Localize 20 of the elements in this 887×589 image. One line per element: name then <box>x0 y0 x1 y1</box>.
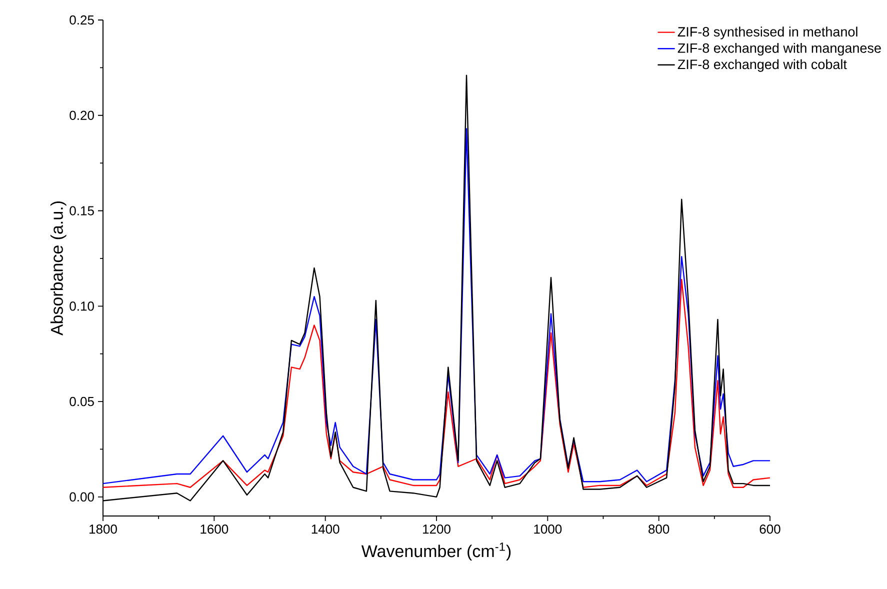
x-tick-label: 1000 <box>534 524 562 534</box>
legend-label: ZIF-8 exchanged with cobalt <box>678 59 847 72</box>
x-tick-label: 1200 <box>423 524 450 534</box>
y-tick-label: 0.10 <box>70 302 94 311</box>
y-tick-label: 0.25 <box>70 15 94 25</box>
y-tick-label: 0.00 <box>70 492 94 502</box>
legend-label: ZIF-8 exchanged with manganese <box>678 42 881 56</box>
line-series <box>103 128 770 484</box>
x-tick-label: 800 <box>648 524 670 534</box>
legend-label: ZIF-8 synthesised in methanol <box>678 26 858 40</box>
y-tick-label: 0.15 <box>70 206 94 216</box>
y-tick-label: 0.05 <box>70 396 94 406</box>
x-tick-label: 1600 <box>200 524 228 534</box>
y-axis-title: Absorbance (a.u.) <box>50 202 66 336</box>
y-tick-label: 0.20 <box>70 110 94 120</box>
x-axis-title: Wavenumber (cm$^{-1}$) <box>361 542 511 561</box>
line-series <box>103 278 770 488</box>
x-tick-label: 1800 <box>90 524 117 534</box>
x-tick-label: 600 <box>760 524 780 534</box>
x-tick-label: 1400 <box>312 524 340 534</box>
